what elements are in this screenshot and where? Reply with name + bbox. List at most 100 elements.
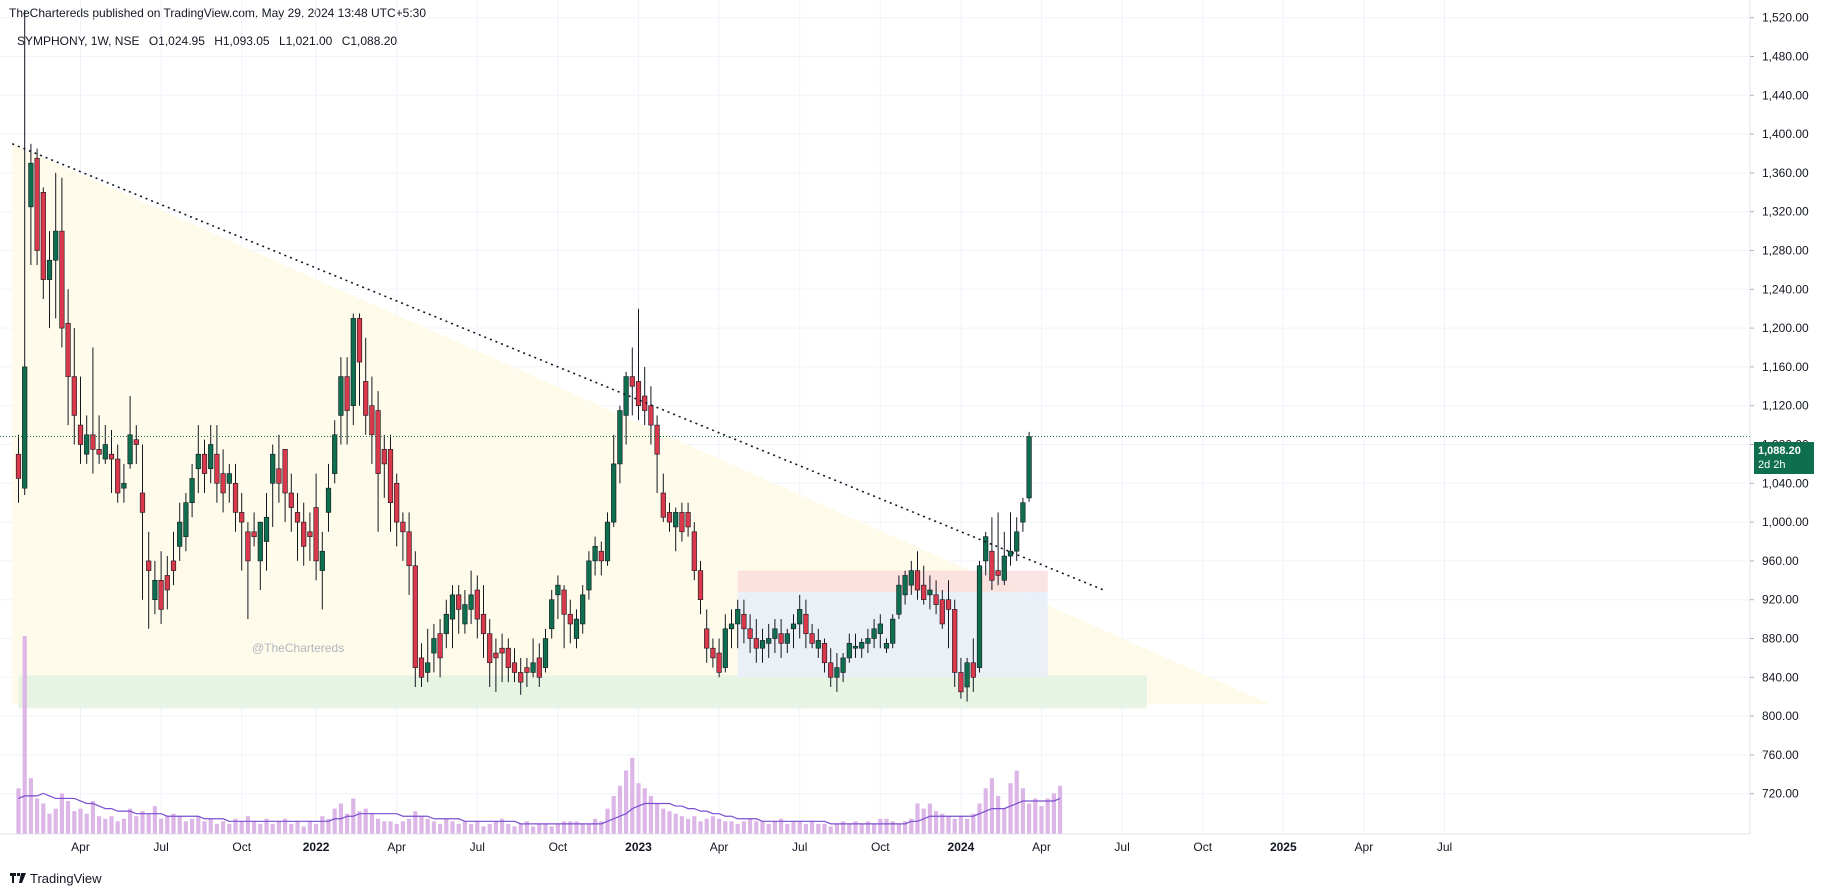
time-axis[interactable]: Apr Jul Oct 2022 Apr Jul Oct 2023 Apr Jul Oct 2024 A… — [0, 833, 1750, 854]
candle-up — [964, 662, 970, 688]
candle-down — [412, 565, 418, 668]
price-tick-label: 1,360.00 — [1762, 166, 1809, 180]
candle-down — [679, 512, 685, 533]
time-tick-label: Apr — [1032, 840, 1051, 854]
volume-bar — [822, 823, 827, 834]
candle-up — [772, 628, 778, 639]
tradingview-footer[interactable]: TradingView — [10, 868, 102, 888]
candle-down — [96, 449, 102, 455]
candle-up — [127, 434, 133, 465]
volume-bar — [121, 818, 126, 834]
candle-down — [220, 473, 226, 494]
volume-bar — [859, 823, 864, 834]
volume-bar — [53, 808, 58, 834]
volume-bar — [221, 821, 226, 834]
candle-up — [28, 162, 34, 208]
candle-up — [927, 589, 933, 596]
candle-down — [704, 628, 710, 649]
volume-bar — [915, 803, 920, 834]
candle-up — [22, 366, 28, 489]
candle-down — [921, 584, 927, 601]
time-tick-label: 2022 — [303, 840, 330, 854]
volume-bars — [16, 635, 1063, 834]
candle-down — [741, 613, 747, 630]
volume-bar — [202, 821, 207, 834]
volume-bar — [97, 816, 102, 834]
volume-bar — [47, 813, 52, 834]
candle-up — [865, 638, 871, 644]
candle-down — [499, 647, 505, 654]
volume-bar — [828, 826, 833, 834]
volume-bar — [692, 816, 697, 834]
candle-up — [673, 512, 679, 528]
last-price-value: 1,088.20 — [1758, 445, 1801, 457]
volume-bar — [307, 821, 312, 834]
volume-bar — [469, 823, 474, 834]
price-tick-label: 1,440.00 — [1762, 88, 1809, 102]
volume-ma-line — [18, 792, 1061, 825]
price-tick-label: 1,200.00 — [1762, 321, 1809, 335]
candle-down — [480, 613, 487, 634]
candle-down — [146, 560, 152, 571]
volume-bar — [500, 818, 505, 834]
candle-down — [945, 599, 952, 610]
volume-bar — [630, 757, 635, 834]
volume-bar — [400, 821, 405, 834]
candle-down — [648, 405, 654, 426]
volume-bar — [642, 788, 647, 834]
candle-down — [59, 230, 65, 329]
volume-bar — [661, 808, 666, 834]
volume-bar — [419, 816, 424, 834]
candle-down — [294, 512, 301, 523]
price-tick-label: 760.00 — [1762, 748, 1799, 762]
volume-bar — [698, 821, 703, 834]
volume-bar — [723, 821, 728, 834]
candle-up — [152, 579, 158, 600]
volume-bar — [407, 818, 412, 834]
candle-down — [660, 492, 666, 518]
volume-bar — [655, 803, 660, 834]
chart-overlays — [0, 143, 1750, 591]
symbol-legend[interactable]: SYMPHONY, 1W, NSE O1,024.95 H1,093.05 L1… — [17, 34, 403, 48]
volume-bar — [41, 803, 46, 834]
volume-bar — [648, 795, 653, 834]
volume-bar — [946, 816, 951, 834]
volume-bar — [1014, 770, 1019, 834]
price-tick-label: 1,480.00 — [1762, 50, 1809, 64]
candle-up — [766, 638, 772, 644]
volume-bar — [890, 821, 895, 834]
time-tick-label: Apr — [71, 840, 90, 854]
candle-down — [301, 521, 307, 547]
volume-bar — [115, 821, 120, 834]
descending-trendline — [11, 143, 1104, 591]
candle-down — [90, 434, 96, 450]
candle-down — [276, 468, 282, 484]
candle-up — [976, 565, 983, 668]
candle-down — [493, 652, 499, 659]
volume-bar — [586, 823, 591, 834]
time-tick-label: Oct — [871, 840, 890, 854]
candle-up — [338, 376, 344, 416]
candle-down — [685, 512, 691, 528]
volume-bar — [667, 811, 672, 834]
price-axis[interactable]: 720.00 760.00 800.00 840.00 880.00 920.00 960.… — [1749, 0, 1809, 834]
high-value: H1,093.05 — [214, 34, 270, 48]
candle-down — [282, 449, 288, 494]
candle-up — [573, 618, 580, 639]
candle-up — [883, 643, 890, 649]
candle-down — [989, 550, 995, 581]
time-tick-label: Oct — [232, 840, 251, 854]
volume-bar — [326, 818, 331, 834]
candle-down — [995, 570, 1001, 576]
resistance-box — [737, 570, 1048, 592]
volume-bar — [66, 800, 71, 834]
volume-bar — [710, 816, 715, 834]
publisher-line: TheChartereds published on TradingView.c… — [9, 6, 427, 20]
candle-up — [468, 594, 474, 610]
volume-bar — [909, 818, 914, 834]
candle-up — [530, 662, 536, 673]
candle-down — [753, 638, 759, 649]
candle-up — [443, 613, 449, 634]
candle-down — [139, 492, 146, 513]
